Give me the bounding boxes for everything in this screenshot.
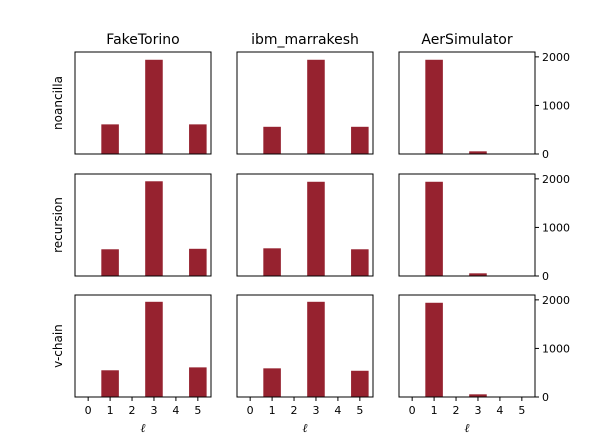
bar-noancilla-ibm_marrakesh-l3 bbox=[307, 59, 325, 155]
x-tick-label-v-chain-faketorino-5: 5 bbox=[194, 404, 201, 417]
x-tick-label-v-chain-ibm_marrakesh-2: 2 bbox=[291, 404, 298, 417]
y-tick-label-recursion-aersimulator-0: 0 bbox=[542, 270, 549, 283]
y-tick-label-recursion-aersimulator-1000: 1000 bbox=[542, 221, 570, 234]
y-tick-label-v-chain-aersimulator-2000: 2000 bbox=[542, 294, 570, 307]
bar-noancilla-aersimulator-l3 bbox=[469, 151, 487, 154]
bar-noancilla-faketorino-l3 bbox=[145, 59, 163, 155]
bar-v-chain-faketorino-l5 bbox=[189, 367, 207, 397]
panel-frame-noancilla-faketorino bbox=[74, 51, 212, 155]
x-tick-label-v-chain-faketorino-3: 3 bbox=[150, 404, 157, 417]
x-axis-label-faketorino: ℓ bbox=[141, 421, 146, 435]
x-tick-label-v-chain-aersimulator-4: 4 bbox=[496, 404, 503, 417]
x-tick-label-v-chain-ibm_marrakesh-5: 5 bbox=[356, 404, 363, 417]
panel-frame-v-chain-ibm_marrakesh bbox=[236, 294, 374, 398]
panel-frame-recursion-ibm_marrakesh bbox=[236, 173, 374, 277]
bar-v-chain-ibm_marrakesh-l5 bbox=[351, 370, 369, 397]
bar-noancilla-faketorino-l1 bbox=[101, 124, 119, 154]
bar-recursion-faketorino-l1 bbox=[101, 249, 119, 276]
column-title-faketorino: FakeTorino bbox=[106, 32, 179, 48]
row-label-noancilla: noancilla bbox=[51, 76, 65, 130]
y-tick-label-v-chain-aersimulator-1000: 1000 bbox=[542, 342, 570, 355]
panel-frame-noancilla-aersimulator bbox=[398, 51, 536, 155]
bar-v-chain-faketorino-l1 bbox=[101, 370, 119, 397]
bar-recursion-faketorino-l3 bbox=[145, 181, 163, 276]
row-label-v-chain: v-chain bbox=[51, 324, 65, 368]
bar-recursion-ibm_marrakesh-l3 bbox=[307, 181, 325, 276]
row-label-recursion: recursion bbox=[51, 197, 65, 253]
x-tick-label-v-chain-faketorino-4: 4 bbox=[172, 404, 179, 417]
bar-noancilla-aersimulator-l1 bbox=[425, 59, 443, 155]
bar-recursion-aersimulator-l1 bbox=[425, 181, 443, 276]
x-tick-label-v-chain-faketorino-2: 2 bbox=[129, 404, 136, 417]
x-tick-label-v-chain-aersimulator-1: 1 bbox=[431, 404, 438, 417]
x-tick-label-v-chain-aersimulator-0: 0 bbox=[409, 404, 416, 417]
y-tick-label-recursion-aersimulator-2000: 2000 bbox=[542, 173, 570, 186]
bar-noancilla-ibm_marrakesh-l1 bbox=[263, 126, 281, 154]
x-tick-label-v-chain-ibm_marrakesh-1: 1 bbox=[269, 404, 276, 417]
bar-recursion-faketorino-l5 bbox=[189, 248, 207, 276]
x-tick-label-v-chain-faketorino-0: 0 bbox=[85, 404, 92, 417]
bar-recursion-ibm_marrakesh-l1 bbox=[263, 248, 281, 276]
panel-frame-recursion-aersimulator bbox=[398, 173, 536, 277]
x-axis-label-ibm_marrakesh: ℓ bbox=[303, 421, 308, 435]
y-tick-label-noancilla-aersimulator-1000: 1000 bbox=[542, 99, 570, 112]
x-tick-label-v-chain-ibm_marrakesh-0: 0 bbox=[247, 404, 254, 417]
x-tick-label-v-chain-aersimulator-2: 2 bbox=[453, 404, 460, 417]
bar-noancilla-ibm_marrakesh-l5 bbox=[351, 126, 369, 154]
column-title-ibm_marrakesh: ibm_marrakesh bbox=[251, 32, 359, 48]
x-tick-label-v-chain-ibm_marrakesh-3: 3 bbox=[312, 404, 319, 417]
bar-v-chain-ibm_marrakesh-l3 bbox=[307, 301, 325, 397]
bar-noancilla-faketorino-l5 bbox=[189, 124, 207, 154]
y-tick-label-noancilla-aersimulator-2000: 2000 bbox=[542, 51, 570, 64]
bar-v-chain-faketorino-l3 bbox=[145, 301, 163, 397]
y-tick-label-v-chain-aersimulator-0: 0 bbox=[542, 391, 549, 404]
x-tick-label-v-chain-aersimulator-3: 3 bbox=[474, 404, 481, 417]
column-title-aersimulator: AerSimulator bbox=[421, 32, 513, 48]
bar-v-chain-aersimulator-l1 bbox=[425, 302, 443, 397]
panel-frame-noancilla-ibm_marrakesh bbox=[236, 51, 374, 155]
bar-recursion-aersimulator-l3 bbox=[469, 273, 487, 276]
x-axis-label-aersimulator: ℓ bbox=[465, 421, 470, 435]
panel-frame-v-chain-faketorino bbox=[74, 294, 212, 398]
y-tick-label-noancilla-aersimulator-0: 0 bbox=[542, 148, 549, 161]
bar-v-chain-ibm_marrakesh-l1 bbox=[263, 368, 281, 397]
panel-frame-v-chain-aersimulator bbox=[398, 294, 536, 398]
x-tick-label-v-chain-faketorino-1: 1 bbox=[107, 404, 114, 417]
x-tick-label-v-chain-ibm_marrakesh-4: 4 bbox=[334, 404, 341, 417]
bar-recursion-ibm_marrakesh-l5 bbox=[351, 249, 369, 276]
panel-frame-recursion-faketorino bbox=[74, 173, 212, 277]
x-tick-label-v-chain-aersimulator-5: 5 bbox=[518, 404, 525, 417]
bar-v-chain-aersimulator-l3 bbox=[469, 394, 487, 397]
